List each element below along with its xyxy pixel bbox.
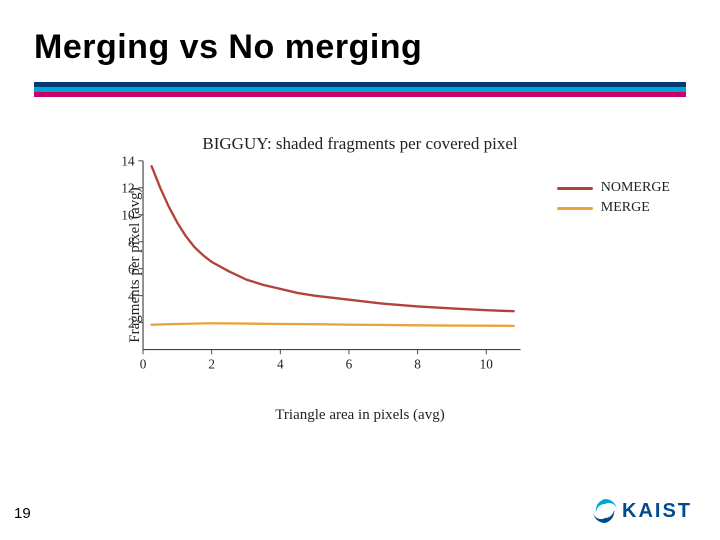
svg-text:10: 10 [121, 207, 135, 222]
svg-text:2: 2 [208, 356, 215, 371]
legend-label: MERGE [601, 200, 650, 216]
legend-swatch [557, 207, 593, 210]
chart-legend: NOMERGE MERGE [557, 180, 670, 220]
kaist-logo: KAIST [590, 496, 692, 526]
svg-text:14: 14 [121, 154, 135, 169]
kaist-logo-icon [590, 496, 620, 526]
svg-text:10: 10 [480, 356, 494, 371]
svg-text:12: 12 [121, 181, 134, 196]
svg-text:4: 4 [277, 356, 284, 371]
chart-plot: 2 4 6 8 10 12 14 0 2 4 6 8 10 [110, 152, 530, 382]
bar-3 [34, 92, 686, 97]
svg-text:0: 0 [140, 356, 147, 371]
chart-title: BIGGUY: shaded fragments per covered pix… [70, 134, 650, 154]
svg-text:4: 4 [128, 288, 135, 303]
chart-xlabel: Triangle area in pixels (avg) [70, 407, 650, 424]
legend-label: NOMERGE [601, 180, 670, 196]
svg-text:8: 8 [414, 356, 421, 371]
svg-text:6: 6 [128, 261, 135, 276]
svg-text:6: 6 [346, 356, 353, 371]
svg-text:8: 8 [128, 234, 135, 249]
slide-root: Merging vs No merging BIGGUY: shaded fra… [0, 0, 720, 540]
page-number: 19 [14, 505, 31, 522]
chart-container: BIGGUY: shaded fragments per covered pix… [70, 130, 650, 400]
kaist-logo-text: KAIST [622, 500, 692, 523]
legend-item: MERGE [557, 200, 670, 216]
slide-title: Merging vs No merging [34, 28, 422, 67]
title-underline-bars [34, 82, 686, 97]
legend-item: NOMERGE [557, 180, 670, 196]
svg-text:2: 2 [128, 315, 135, 330]
legend-swatch [557, 187, 593, 190]
